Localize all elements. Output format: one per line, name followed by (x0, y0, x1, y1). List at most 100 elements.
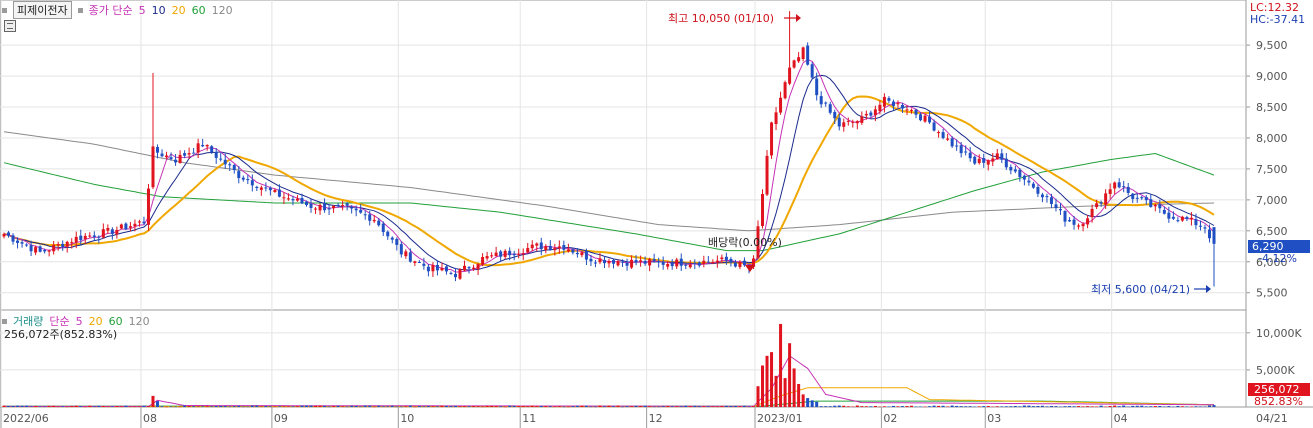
volume-bar (824, 406, 828, 407)
candle-body (612, 260, 616, 264)
volume-bar (1171, 406, 1175, 408)
candle-body (440, 268, 444, 271)
volume-bar (65, 406, 69, 408)
candle-body (11, 235, 15, 242)
candle-body (2, 233, 6, 237)
volume-bar (264, 406, 268, 407)
candle-body (160, 153, 164, 157)
volume-bar (115, 406, 119, 407)
volume-bar (548, 406, 552, 407)
candle-body (905, 109, 909, 111)
candle-body (56, 244, 60, 246)
candle-body (806, 45, 810, 65)
panel-toggle-icon[interactable] (4, 20, 16, 32)
candle-body (295, 198, 299, 201)
volume-label[interactable]: 거래량 (13, 315, 44, 328)
volume-bar (661, 406, 665, 407)
volume-bar (341, 406, 345, 407)
volume-bar (1207, 405, 1211, 407)
volume-bar (1140, 405, 1144, 407)
current-volume-ratio: 852.83% (1254, 395, 1303, 408)
candle-body (616, 261, 620, 266)
current-price-change: -4.12% (1258, 252, 1297, 265)
price-tick-label: 6,500 (1256, 225, 1288, 238)
volume-bar (1144, 406, 1148, 407)
candle-body (214, 152, 218, 158)
volume-bar (575, 405, 579, 407)
candle-body (1068, 220, 1072, 222)
candle-body (318, 204, 322, 211)
candle-body (268, 187, 272, 191)
volume-bar (566, 406, 570, 408)
volume-bar (666, 406, 670, 407)
candle-body (873, 109, 877, 116)
volume-bar (74, 405, 78, 407)
candle-body (955, 145, 959, 147)
volume-bar (756, 386, 760, 407)
volume-bar (106, 406, 110, 408)
volume-bar (517, 405, 521, 407)
dividend-marker (745, 265, 755, 272)
volume-bar (2, 405, 6, 407)
candle-body (1004, 158, 1008, 168)
ma20-label: 20 (171, 3, 186, 17)
right-axis-area (1246, 0, 1313, 428)
volume-bar (959, 406, 963, 407)
ma20-line (3, 95, 1215, 267)
x-tick-label: 2022/06 (3, 412, 49, 425)
volume-bar (444, 405, 448, 407)
candle-body (751, 258, 755, 267)
candle-body (860, 116, 864, 123)
price-tick-label: 7,500 (1256, 163, 1288, 176)
low-arrow-head (1206, 285, 1211, 293)
volume-bar (1131, 405, 1135, 407)
volume-bar (413, 406, 417, 408)
candle-body (476, 264, 480, 270)
candle-body (363, 214, 367, 216)
volume-bar (196, 406, 200, 407)
volume-bar (11, 406, 15, 407)
price-indicator-label[interactable]: 종가 단순 (88, 4, 133, 17)
candle-body (1022, 175, 1026, 180)
candle-body (842, 122, 846, 127)
x-tick-label: 08 (143, 412, 157, 425)
candle-body (819, 96, 823, 105)
candle-body (79, 235, 83, 241)
volume-bar (1122, 405, 1126, 407)
volume-bar (1099, 405, 1103, 407)
volume-bar (693, 405, 697, 407)
volume-bar (761, 365, 765, 407)
candle-body (973, 156, 977, 164)
volume-bar (88, 405, 92, 407)
volume-bar (1045, 406, 1049, 407)
candle-body (675, 259, 679, 267)
candle-body (70, 242, 74, 244)
volume-bar (621, 406, 625, 408)
candle-body (1162, 209, 1166, 214)
volume-bar (521, 405, 525, 407)
volume-bar (417, 406, 421, 407)
stock-name[interactable]: 피제이전자 (13, 1, 72, 19)
volume-bar (770, 352, 774, 407)
candle-body (115, 229, 119, 235)
volume-bar (377, 405, 381, 407)
candle-body (919, 114, 923, 121)
candle-body (1158, 204, 1162, 209)
lc-label: LC:12.32 (1250, 1, 1299, 14)
candle-body (223, 159, 227, 165)
candle-body (914, 109, 918, 115)
candle-body (639, 260, 643, 262)
volume-bar (101, 405, 105, 407)
candle-body (788, 67, 792, 84)
candle-body (259, 187, 263, 190)
volume-bar (137, 406, 141, 408)
candle-body (887, 98, 891, 101)
candle-body (1072, 219, 1076, 225)
volume-bar (237, 405, 241, 407)
volume-bar (580, 405, 584, 407)
candle-body (557, 246, 561, 249)
volume-bar (463, 406, 467, 407)
candle-body (548, 245, 552, 250)
volume-bar (1117, 406, 1121, 407)
